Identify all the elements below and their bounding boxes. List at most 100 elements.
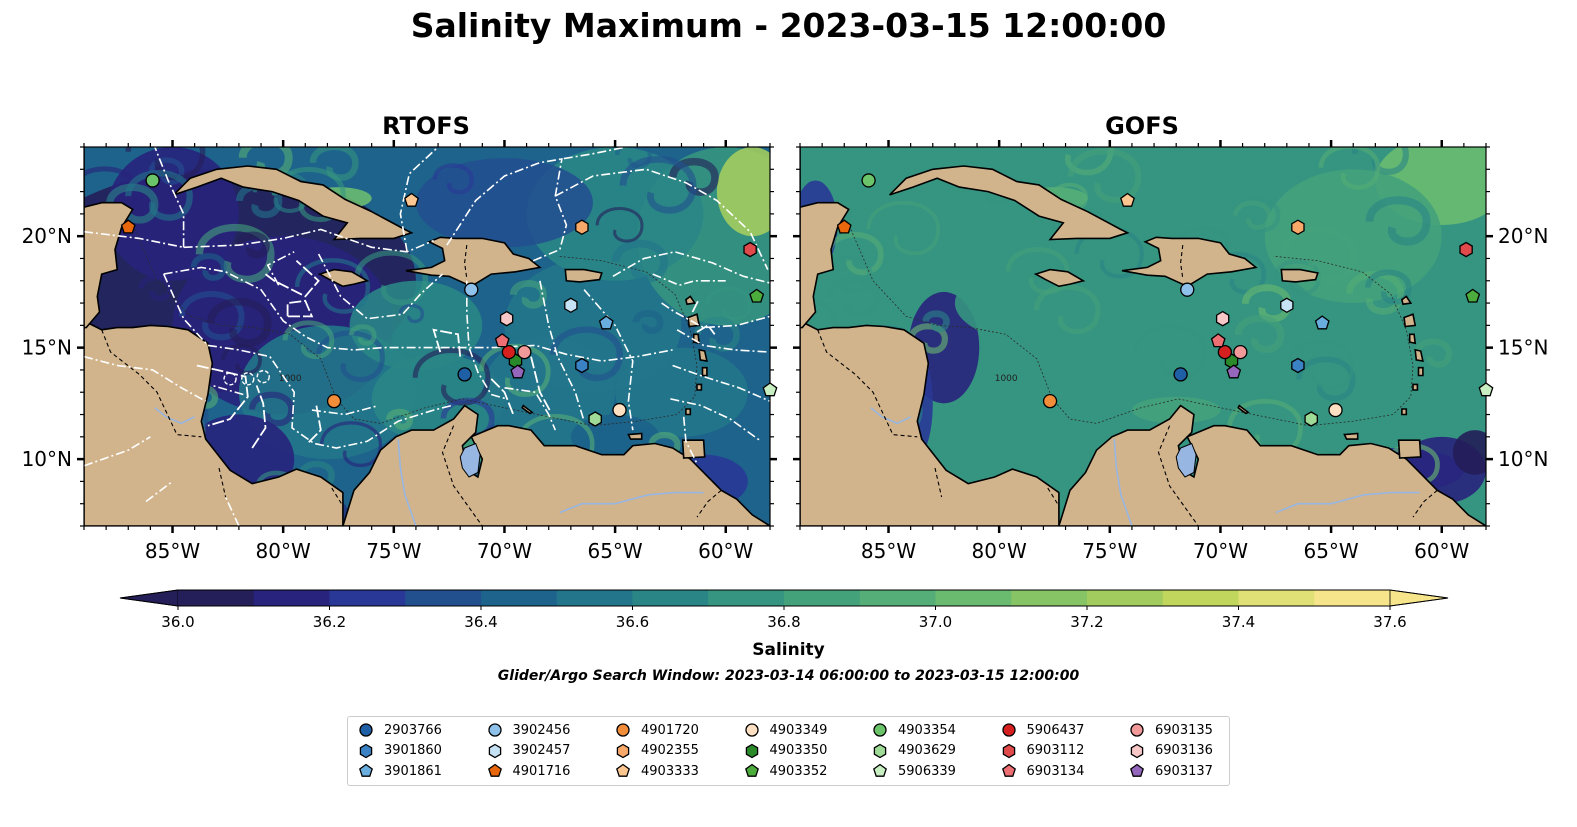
- float-marker-3901860: [1291, 357, 1305, 374]
- eez-boundary: [532, 157, 568, 262]
- colorbar-bin: [1314, 590, 1391, 606]
- land-lesser-antilles-3: [1408, 333, 1417, 345]
- legend-marker-hexagon: [745, 743, 758, 758]
- colorbar-tick-label: 37.2: [1070, 613, 1103, 631]
- eez-boundary: [432, 328, 462, 357]
- land-isla-margarita: [627, 432, 643, 440]
- legend-item-6903137: 6903137: [1129, 761, 1213, 781]
- eez-boundary: [696, 324, 716, 335]
- legend-label: 6903135: [1155, 722, 1213, 738]
- legend-label: 4903354: [898, 722, 956, 738]
- salinity-eddy: [319, 421, 383, 468]
- legend-item-4903349: 4903349: [744, 720, 828, 740]
- float-marker-4903629: [588, 411, 602, 427]
- eez-boundary: [306, 405, 322, 445]
- lat-tick-label: 20°N: [1498, 224, 1548, 248]
- river: [397, 439, 417, 526]
- river: [559, 491, 704, 514]
- eez-boundary: [196, 364, 249, 427]
- eez-boundary: [264, 260, 320, 298]
- float-marker-4903629: [1304, 411, 1318, 427]
- legend-label: 4903349: [769, 722, 828, 738]
- legend-item-6903136: 6903136: [1129, 741, 1213, 761]
- salinity-eddy: [1067, 148, 1142, 203]
- country-border: [218, 467, 227, 498]
- land-puerto-rico: [1280, 268, 1319, 283]
- float-marker-4903333: [1120, 192, 1135, 207]
- colorbar-bin: [1238, 590, 1315, 606]
- legend-label: 2903766: [384, 722, 442, 738]
- legend-marker-pentagon: [616, 763, 630, 777]
- eez-boundary: [446, 147, 627, 246]
- legend-marker-pentagon: [487, 763, 502, 777]
- lake-maracaibo: [1175, 442, 1197, 478]
- float-marker-4903354: [861, 173, 876, 188]
- colorbar-bin: [859, 590, 936, 606]
- legend-marker-hexagon: [1130, 743, 1144, 758]
- salinity-eddy: [825, 276, 881, 318]
- salinity-eddy: [706, 286, 752, 321]
- eez-boundary: [676, 329, 770, 353]
- salinity-eddy: [1414, 338, 1453, 368]
- eez-ring: [256, 369, 270, 384]
- salinity-eddy: [549, 326, 623, 381]
- float-marker-4903349: [612, 402, 627, 418]
- eez-boundary: [84, 355, 207, 402]
- eez-boundary: [317, 253, 444, 320]
- salinity-eddy: [1346, 271, 1405, 315]
- land-lesser-antilles-7: [685, 408, 692, 416]
- eez-boundary: [466, 280, 507, 400]
- colorbar-bin: [481, 590, 558, 606]
- country-border: [1180, 245, 1184, 279]
- colorbar-tick-label: 36.8: [767, 613, 800, 631]
- eez-boundary: [163, 266, 673, 362]
- land-yucatan: [84, 147, 134, 329]
- colorbar-tick-label: 37.4: [1222, 613, 1255, 631]
- legend-marker-hexagon: [488, 743, 501, 758]
- float-marker-5906339: [762, 382, 778, 397]
- eez-ring: [241, 372, 255, 386]
- eez-boundary: [661, 302, 770, 329]
- salinity-eddy: [398, 303, 425, 324]
- salinity-eddy: [348, 324, 377, 346]
- salinity-patch: [1452, 430, 1486, 475]
- float-marker-6903137: [510, 364, 526, 379]
- float-marker-5906437: [1217, 344, 1233, 360]
- legend-label: 3901861: [384, 763, 442, 779]
- float-marker-2903766: [1173, 367, 1188, 382]
- legend-label: 3901860: [384, 743, 442, 758]
- float-marker-4903354: [145, 173, 160, 188]
- legend-item-6903134: 6903134: [1001, 761, 1084, 781]
- land-lesser-antilles-4: [1414, 348, 1424, 362]
- country-border: [934, 467, 943, 498]
- country-border: [441, 425, 483, 526]
- salinity-eddy: [282, 320, 335, 359]
- colorbar-bin: [329, 590, 406, 606]
- legend-item-4903333: 4903333: [615, 761, 699, 781]
- salinity-eddy: [478, 343, 551, 397]
- salinity-patch: [954, 258, 1177, 348]
- float-marker-4903349: [1328, 402, 1343, 418]
- float-marker-4903352: [1465, 288, 1481, 303]
- legend-item-4901720: 4901720: [615, 720, 699, 740]
- salinity-eddy: [632, 309, 664, 335]
- salinity-eddy: [1233, 200, 1272, 230]
- land-central-america: [84, 320, 344, 526]
- lat-tick-label: 15°N: [1498, 336, 1548, 360]
- colorbar-tick-label: 36.4: [464, 613, 497, 631]
- colorbar-bin: [935, 590, 1012, 606]
- legend-item-3902456: 3902456: [487, 720, 570, 740]
- legend-item-5906339: 5906339: [872, 761, 956, 781]
- legend-item-5906437: 5906437: [1001, 720, 1084, 740]
- legend-item-4903352: 4903352: [744, 761, 827, 781]
- land-lesser-antilles-1: [1400, 295, 1413, 306]
- river: [1275, 491, 1420, 514]
- colorbar-tick-label: 37.0: [919, 613, 952, 631]
- colorbar-bin: [556, 590, 633, 606]
- float-marker-3901861: [1314, 315, 1330, 330]
- colorbar-tick-label: 36.2: [313, 613, 346, 631]
- lon-tick-label: 60°W: [698, 539, 753, 563]
- rtofs-panel-title: RTOFS: [382, 112, 470, 140]
- eez-boundary: [691, 298, 701, 313]
- lat-tick-label: 15°N: [22, 336, 72, 360]
